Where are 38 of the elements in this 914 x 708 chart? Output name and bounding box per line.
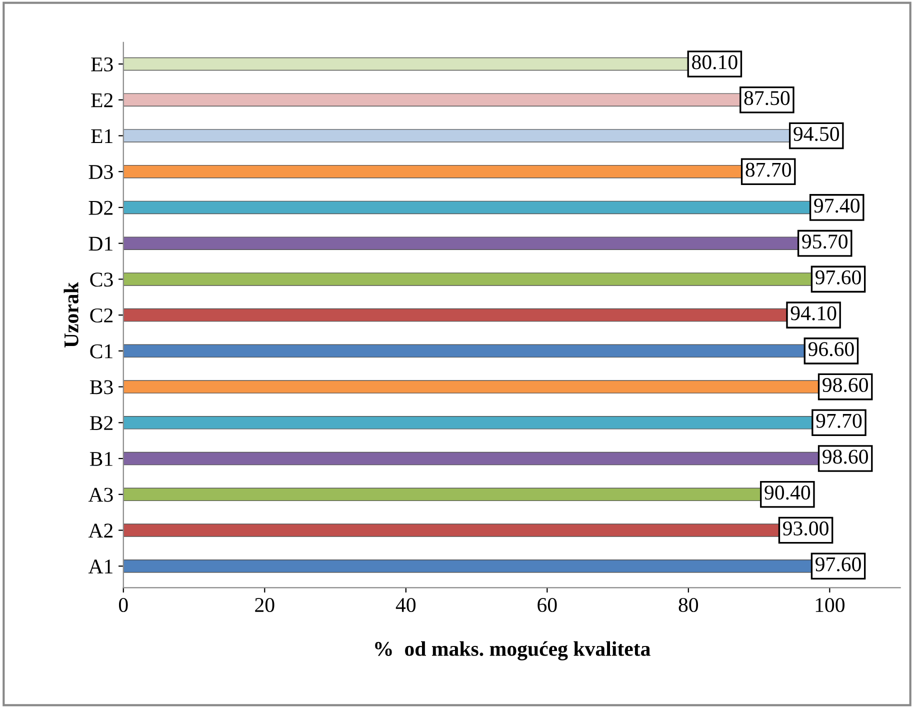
- x-axis-title: % od maks. mogućeg kvaliteta: [375, 641, 650, 660]
- x-tick-label: 20: [255, 598, 274, 612]
- data-label: 97.70: [816, 414, 862, 428]
- y-tick-label: A2: [88, 524, 113, 538]
- data-label: 94.10: [790, 306, 836, 320]
- y-tick-label: A3: [88, 488, 113, 502]
- y-tick-label: D2: [88, 200, 113, 215]
- data-label: 96.60: [808, 342, 854, 356]
- y-tick-label: B2: [90, 416, 113, 430]
- data-label: 87.50: [744, 91, 790, 106]
- data-label: 95.70: [802, 234, 848, 249]
- data-label: 87.70: [746, 162, 791, 177]
- data-label: 80.10: [692, 55, 738, 70]
- y-tick-label: B3: [90, 380, 113, 394]
- y-tick-label: E1: [91, 129, 112, 143]
- y-tick-label: E3: [91, 57, 113, 72]
- data-label: 94.50: [794, 126, 840, 142]
- y-tick-label: A1: [88, 560, 112, 574]
- y-tick-label: B1: [90, 452, 112, 466]
- data-label: 98.60: [822, 450, 868, 464]
- x-tick-label: 0: [118, 598, 128, 612]
- data-label: 97.60: [816, 557, 861, 572]
- y-tick-label: D1: [88, 236, 112, 251]
- data-label: 97.60: [816, 270, 861, 284]
- y-tick-label: D3: [88, 165, 113, 180]
- data-label: 90.40: [764, 486, 810, 500]
- y-tick-label: C1: [90, 344, 112, 358]
- x-tick-label: 100: [816, 598, 844, 612]
- x-tick-label: 60: [538, 598, 557, 612]
- data-label: 98.60: [822, 378, 868, 392]
- y-tick-label: C2: [90, 308, 113, 322]
- y-tick-label: E2: [91, 93, 113, 108]
- y-axis-title: Uzorak: [64, 282, 78, 348]
- x-tick-label: 80: [678, 598, 698, 612]
- data-label: 93.00: [783, 521, 828, 536]
- y-tick-label: C3: [90, 272, 113, 287]
- x-tick-label: 40: [396, 598, 416, 612]
- data-label: 97.40: [814, 198, 860, 213]
